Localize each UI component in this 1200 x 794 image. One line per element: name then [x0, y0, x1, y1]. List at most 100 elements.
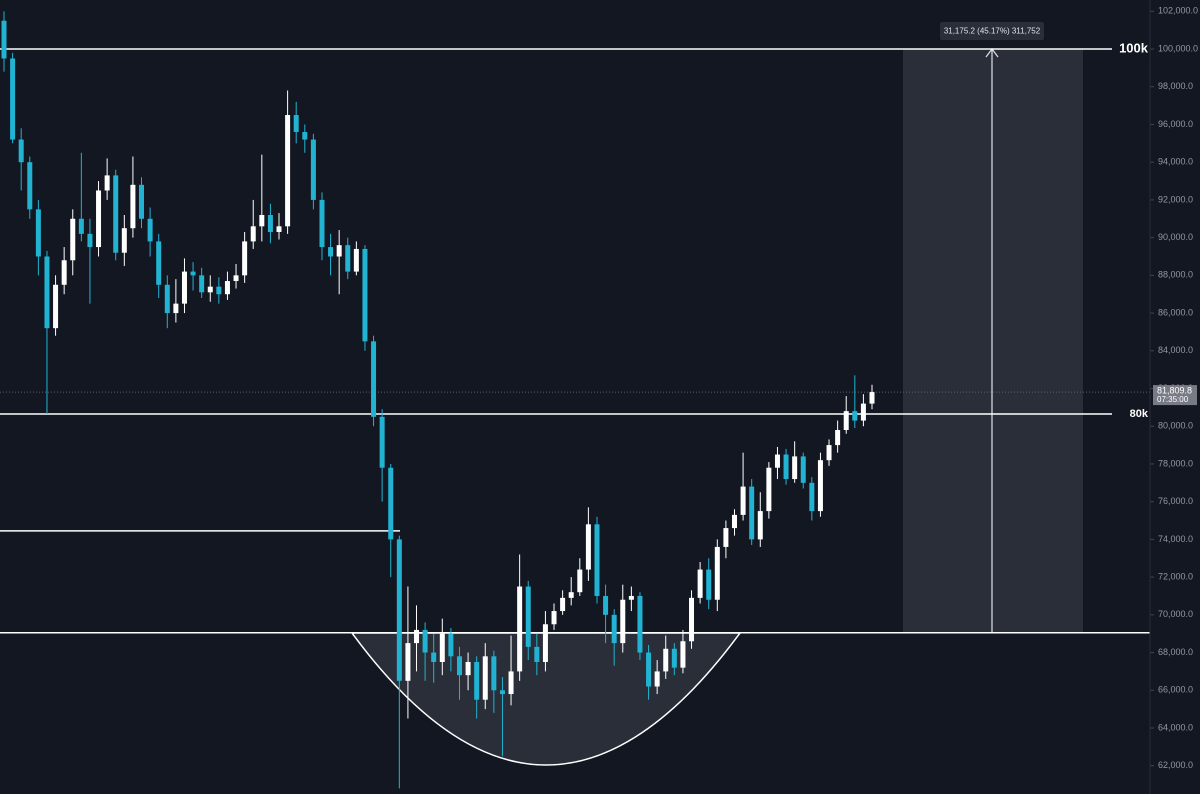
candle-body [474, 661, 480, 700]
candle-body [113, 175, 119, 253]
candle-body [835, 430, 841, 446]
candle-body [199, 275, 205, 293]
candle-body [242, 241, 248, 276]
candle-body [517, 586, 523, 672]
candle-body [1, 20, 7, 59]
y-tick-label: 102,000.0 [1158, 6, 1198, 16]
candle-body [345, 245, 351, 272]
candle-body [405, 643, 411, 681]
candle-body [216, 286, 222, 295]
candle-body [731, 514, 737, 529]
candle-body [224, 281, 230, 295]
y-tick-label: 84,000.0 [1158, 345, 1193, 355]
candle-body [551, 611, 557, 625]
level-label-bg [1112, 405, 1150, 422]
candle-body [757, 511, 763, 540]
candle-body [774, 454, 780, 468]
candle-body [542, 624, 548, 662]
candle-body [689, 597, 695, 642]
candle-body [723, 528, 729, 547]
level-label-bg [1112, 41, 1150, 58]
y-tick-label: 94,000.0 [1158, 157, 1193, 167]
candle-body [577, 569, 583, 593]
candle-body [414, 629, 420, 644]
candle-body [78, 218, 84, 234]
candle-body [276, 226, 282, 232]
candle-body [646, 652, 652, 687]
candle-body [654, 671, 660, 687]
candle-body [61, 260, 67, 285]
candle-body [766, 467, 772, 512]
candle-body [620, 599, 626, 644]
y-tick-label: 76,000.0 [1158, 496, 1193, 506]
candle-body [422, 629, 428, 653]
candle-body [663, 648, 669, 672]
candle-body [233, 275, 239, 282]
candle-body [70, 218, 76, 261]
candle-body [190, 271, 196, 276]
candle-body [706, 569, 712, 600]
candle-body [293, 115, 299, 133]
candle-body [843, 411, 849, 431]
y-tick-label: 98,000.0 [1158, 81, 1193, 91]
candle-body [87, 233, 93, 248]
candle-body [525, 586, 531, 647]
candle-body [534, 646, 540, 662]
y-tick-label: 88,000.0 [1158, 270, 1193, 280]
candle-body [852, 411, 858, 421]
candle-body [714, 546, 720, 600]
candle-body [491, 656, 497, 691]
y-tick-label: 100,000.0 [1158, 43, 1198, 53]
candle-body [139, 184, 145, 219]
candle-body [560, 597, 566, 612]
candle-body [121, 228, 127, 253]
candle-body [285, 115, 291, 227]
last-price-label: 81,809.8 [1157, 385, 1192, 395]
y-tick-label: 68,000.0 [1158, 647, 1193, 657]
candle-body [27, 162, 33, 210]
candle-body [181, 271, 187, 304]
candle-body [259, 215, 265, 227]
candle-body [611, 614, 617, 644]
candle-body [637, 595, 643, 653]
y-tick-label: 64,000.0 [1158, 722, 1193, 732]
y-tick-label: 62,000.0 [1158, 760, 1193, 770]
candle-body [147, 218, 153, 242]
candle-body [362, 248, 368, 342]
candle-body [465, 661, 471, 676]
candle-body [860, 403, 866, 421]
measure-label-bg [940, 22, 1044, 40]
candle-body [53, 284, 59, 329]
candle-body [250, 226, 256, 242]
y-tick-label: 72,000.0 [1158, 571, 1193, 581]
candle-body [869, 392, 875, 404]
candle-body [671, 648, 677, 668]
countdown-label: 07:35:00 [1157, 395, 1189, 404]
candle-body [173, 303, 179, 314]
projection-box [903, 49, 1083, 633]
candle-body [585, 524, 591, 570]
measure-label: 31,175.2 (45.17%) 311,752 [944, 27, 1041, 36]
candle-body [749, 486, 755, 540]
candle-body [207, 286, 213, 293]
candle-body [35, 209, 41, 257]
y-tick-label: 92,000.0 [1158, 194, 1193, 204]
candle-body [809, 482, 815, 512]
candle-body [456, 656, 462, 676]
candle-body [568, 592, 574, 598]
candle-body [792, 456, 798, 480]
candle-body [508, 671, 514, 695]
candle-body [130, 184, 136, 229]
y-tick-label: 80,000.0 [1158, 421, 1193, 431]
last-price-box [1153, 385, 1197, 406]
candle-body [379, 416, 385, 468]
candle-body [603, 595, 609, 615]
candle-body [44, 256, 50, 329]
candle-body [740, 486, 746, 515]
candle-body [680, 641, 686, 668]
candle-body [353, 248, 359, 272]
candle-body [439, 633, 445, 662]
candle-body [817, 460, 823, 512]
candle-body [96, 190, 102, 248]
